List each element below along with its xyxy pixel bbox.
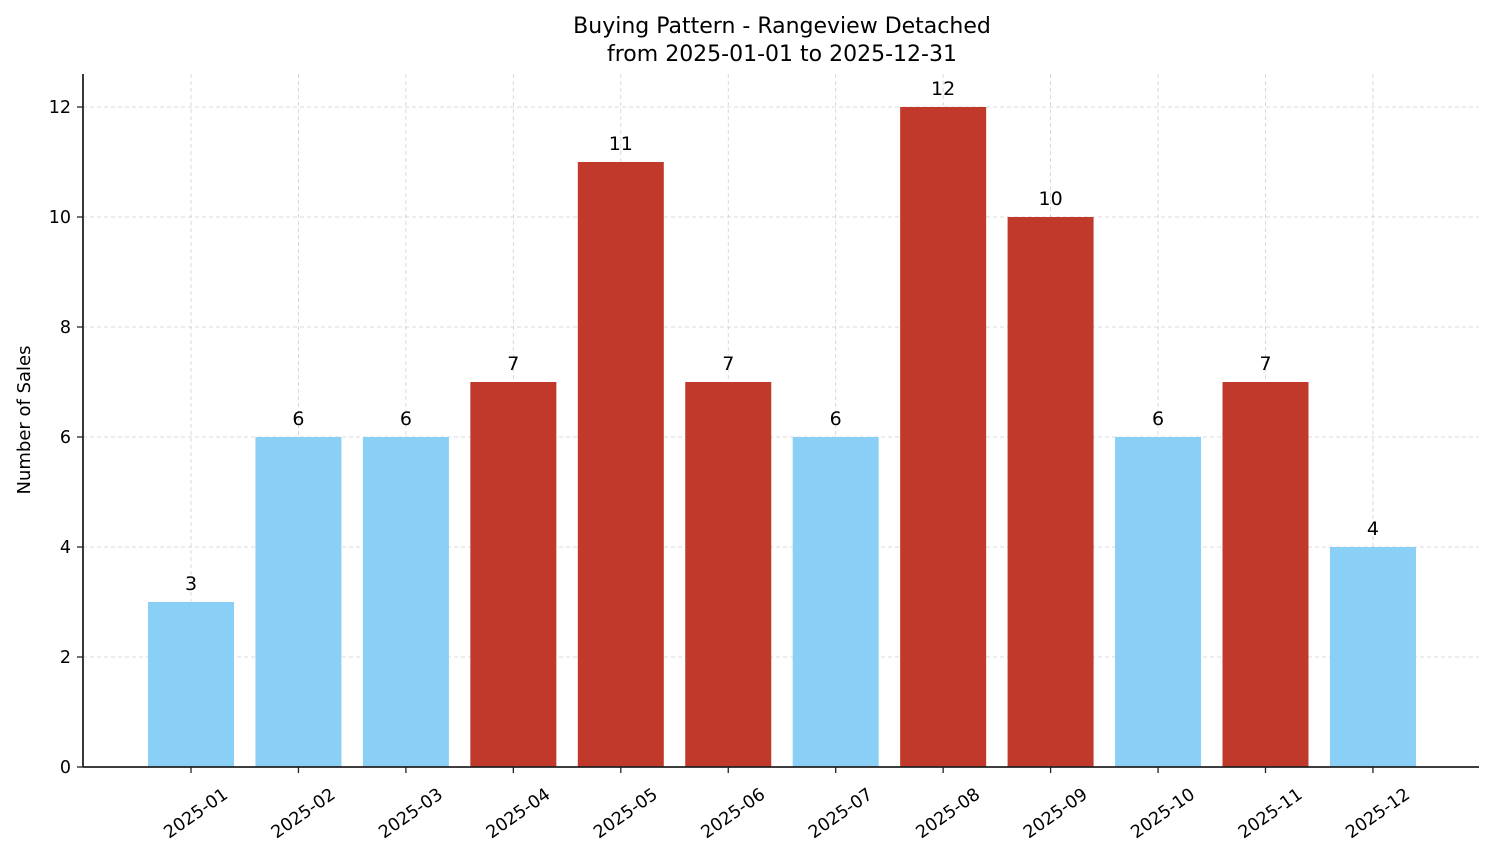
y-axis-label: Number of Sales <box>14 345 35 494</box>
bar-2025-05 <box>577 162 664 767</box>
bar-value-label: 10 <box>1039 188 1063 210</box>
x-tick-label: 2025-05 <box>590 785 661 843</box>
x-tick-label: 2025-06 <box>698 785 769 843</box>
bar-2025-09 <box>1007 217 1094 767</box>
x-tick-label: 2025-03 <box>375 785 446 843</box>
y-tick-label: 10 <box>49 208 71 228</box>
chart-title: Buying Pattern - Rangeview Detached <box>573 14 991 39</box>
x-tick-label: 2025-09 <box>1020 785 1091 843</box>
y-tick-label: 0 <box>60 758 71 778</box>
y-tick-label: 2 <box>60 648 71 668</box>
bar-2025-12 <box>1329 547 1416 767</box>
y-tick-label: 12 <box>49 98 71 118</box>
bar-value-label: 7 <box>722 353 734 375</box>
bar-2025-02 <box>255 437 342 767</box>
y-tick-label: 6 <box>60 428 71 448</box>
bar-value-label: 12 <box>931 78 955 100</box>
x-tick-label: 2025-01 <box>160 785 231 843</box>
chart-subtitle: from 2025-01-01 to 2025-12-31 <box>607 42 957 67</box>
bar-2025-04 <box>470 382 557 767</box>
x-tick-label: 2025-12 <box>1342 785 1413 843</box>
bar-value-label: 7 <box>1259 353 1271 375</box>
bar-2025-06 <box>685 382 772 767</box>
bar-value-label: 6 <box>292 408 304 430</box>
bar-2025-11 <box>1222 382 1309 767</box>
bar-2025-08 <box>900 107 987 767</box>
bar-2025-10 <box>1115 437 1202 767</box>
x-tick-label: 2025-07 <box>805 785 876 843</box>
bar-value-label: 4 <box>1367 518 1379 540</box>
bar-value-label: 6 <box>830 408 842 430</box>
y-tick-label: 4 <box>60 538 71 558</box>
bar-value-label: 7 <box>507 353 519 375</box>
bar-2025-01 <box>148 602 234 767</box>
bar-2025-07 <box>792 437 879 767</box>
x-tick-label: 2025-04 <box>483 785 554 843</box>
x-tick-label: 2025-11 <box>1235 785 1306 843</box>
bar-value-label: 11 <box>609 133 633 155</box>
x-tick-label: 2025-02 <box>268 785 339 843</box>
bar-value-label: 6 <box>400 408 412 430</box>
bar-value-label: 3 <box>185 573 197 595</box>
x-tick-label: 2025-08 <box>913 785 984 843</box>
bars: 3 6 6 7 11 7 6 12 10 6 7 4 <box>148 78 1416 767</box>
bar-value-label: 6 <box>1152 408 1164 430</box>
y-tick-label: 8 <box>60 318 71 338</box>
bar-2025-03 <box>362 437 449 767</box>
x-tick-label: 2025-10 <box>1128 785 1199 843</box>
